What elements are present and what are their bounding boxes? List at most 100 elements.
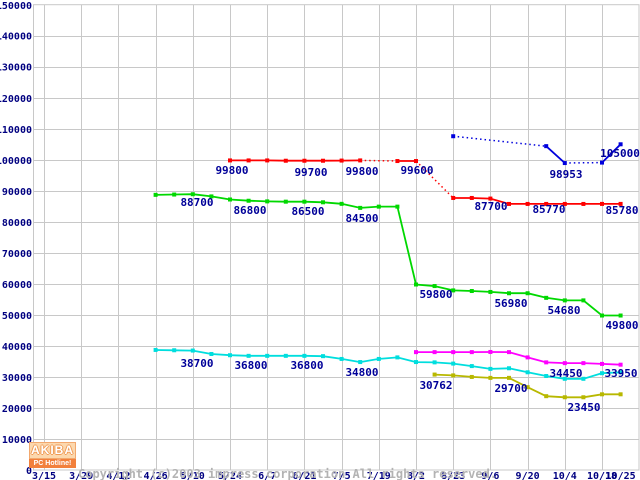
data-point-marker-magenta xyxy=(525,355,530,360)
data-point-marker-green xyxy=(432,284,437,289)
data-point-marker-red xyxy=(358,158,363,163)
data-point-marker-red xyxy=(414,159,418,164)
data-point-marker-cyan xyxy=(228,353,232,358)
data-point-marker-cyan xyxy=(321,354,325,359)
data-point-marker-cyan xyxy=(190,348,195,353)
data-point-marker-olive xyxy=(618,392,623,397)
y-axis-tick-label: 150000 xyxy=(0,1,32,12)
data-point-marker-red xyxy=(265,158,270,163)
data-point-marker-green xyxy=(190,192,195,197)
data-point-marker-olive xyxy=(562,395,567,400)
data-point-marker-red xyxy=(581,201,586,206)
value-label-blue: 105000 xyxy=(600,147,640,160)
data-point-marker-magenta xyxy=(451,350,456,355)
data-point-marker-olive xyxy=(581,395,586,400)
data-point-marker-magenta xyxy=(600,361,604,366)
data-point-marker-red xyxy=(525,201,530,206)
y-axis-tick-label: 10000 xyxy=(2,435,32,446)
data-point-marker-magenta xyxy=(469,350,474,355)
data-point-marker-green xyxy=(581,298,586,303)
data-point-marker-blue xyxy=(544,144,549,149)
series-line-blue xyxy=(545,145,566,164)
y-axis-tick-label: 50000 xyxy=(2,311,32,322)
data-point-marker-cyan xyxy=(469,364,474,369)
value-label-cyan: 38700 xyxy=(180,357,213,370)
value-label-red: 99700 xyxy=(294,166,327,179)
data-point-marker-magenta xyxy=(581,361,586,366)
x-axis-tick-label: 9/6 xyxy=(481,471,499,480)
x-axis-tick-label: 7/19 xyxy=(367,471,391,480)
x-axis-tick-label: 8/2 xyxy=(407,471,425,480)
x-axis-tick-label: 5/10 xyxy=(181,471,205,480)
value-label-blue: 98953 xyxy=(549,168,582,181)
data-point-marker-green xyxy=(469,289,474,294)
data-point-marker-green xyxy=(618,313,623,318)
data-point-marker-cyan xyxy=(600,371,604,376)
y-axis-tick-label: 90000 xyxy=(2,187,32,198)
data-point-marker-olive xyxy=(432,372,437,377)
data-point-marker-cyan xyxy=(358,360,363,365)
data-point-marker-red xyxy=(507,201,511,206)
y-axis-tick-label: 70000 xyxy=(2,249,32,260)
y-axis-tick-label: 100000 xyxy=(0,156,32,167)
value-label-red: 99600 xyxy=(400,164,433,177)
data-point-marker-cyan xyxy=(432,360,437,365)
data-point-marker-cyan xyxy=(376,356,381,361)
data-point-marker-red xyxy=(469,195,474,200)
data-point-marker-red xyxy=(544,201,549,206)
value-label-red: 99800 xyxy=(215,164,248,177)
x-axis-tick-label: 8/23 xyxy=(441,471,465,480)
x-axis-tick-label: 4/12 xyxy=(106,471,130,480)
data-point-marker-olive xyxy=(469,374,474,379)
data-point-marker-cyan xyxy=(581,376,586,381)
data-point-marker-cyan xyxy=(283,353,288,358)
series-line-magenta xyxy=(416,351,621,366)
data-point-marker-cyan xyxy=(172,348,177,353)
data-point-marker-green xyxy=(451,288,456,293)
value-label-green: 56980 xyxy=(494,297,527,310)
data-point-marker-green xyxy=(172,192,177,197)
data-point-marker-magenta xyxy=(618,362,623,367)
copyright-line-1: Copyright (c)2003 impress corporation Al… xyxy=(78,467,498,480)
data-point-marker-green xyxy=(376,204,381,209)
data-point-marker-red xyxy=(339,158,344,163)
data-point-marker-cyan xyxy=(265,353,270,358)
data-point-marker-magenta xyxy=(488,349,493,354)
series-line-red xyxy=(453,197,621,205)
data-point-marker-olive xyxy=(600,392,604,397)
data-point-marker-green xyxy=(507,291,511,296)
x-axis-tick-label: 10/25 xyxy=(606,471,636,480)
x-axis-tick-label: 9/20 xyxy=(516,471,540,480)
data-point-marker-red xyxy=(228,158,232,163)
value-label-magenta: 33950 xyxy=(604,367,637,380)
data-point-marker-green xyxy=(562,298,567,303)
data-point-marker-green xyxy=(228,197,232,202)
data-point-marker-cyan xyxy=(414,360,418,365)
x-axis-tick-label: 3/29 xyxy=(69,471,93,480)
data-point-marker-magenta xyxy=(432,350,437,355)
data-point-marker-olive xyxy=(544,394,549,399)
data-point-marker-magenta xyxy=(507,350,511,355)
data-point-marker-blue xyxy=(600,160,604,165)
x-axis-tick-label: 10/18 xyxy=(587,471,617,480)
data-point-marker-red xyxy=(562,201,567,206)
value-label-red: 85780 xyxy=(605,204,638,217)
data-point-marker-green xyxy=(246,198,251,203)
akiba-logo-subtitle: PC Hotline! xyxy=(29,459,76,468)
x-axis-tick-label: 6/7 xyxy=(258,471,276,480)
data-point-marker-cyan xyxy=(209,351,214,356)
data-point-marker-cyan xyxy=(544,374,549,379)
data-point-marker-cyan xyxy=(507,366,511,371)
value-label-magenta: 34450 xyxy=(549,367,582,380)
data-point-marker-cyan xyxy=(153,347,158,352)
data-point-marker-green xyxy=(488,289,493,294)
data-point-marker-green xyxy=(283,199,288,204)
data-point-marker-green xyxy=(414,282,418,287)
data-point-marker-red xyxy=(302,158,307,163)
y-axis-tick-label: 80000 xyxy=(2,218,32,229)
y-axis-tick-label: 30000 xyxy=(2,373,32,384)
data-point-marker-cyan xyxy=(339,356,344,361)
y-axis-tick-label: 40000 xyxy=(2,342,32,353)
data-point-marker-magenta xyxy=(414,350,418,355)
